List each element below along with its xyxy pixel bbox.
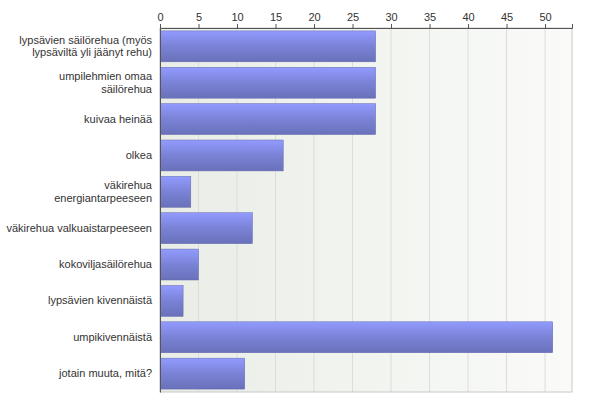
- x-axis-line: [161, 24, 573, 29]
- x-tick-mark: [160, 24, 161, 28]
- x-tick: 20: [308, 11, 320, 28]
- y-tick: väkirehuaenergiantarpeeseen: [54, 179, 160, 204]
- bar: [160, 358, 245, 389]
- x-tick: 45: [501, 11, 513, 28]
- x-tick: 40: [462, 11, 474, 28]
- plot-background: [160, 28, 572, 392]
- bars: [160, 31, 553, 389]
- x-tick-mark: [545, 24, 546, 28]
- y-tick: kokoviljasäilörehua: [59, 258, 160, 270]
- x-tick: 30: [385, 11, 397, 28]
- y-axis-line: [160, 29, 161, 393]
- x-tick-label: 50: [539, 11, 551, 23]
- x-tick-label: 35: [424, 11, 436, 23]
- plot: 0 5 10 15 20 25 30 35 40 45 50 lypsävien säilörehua…: [6, 11, 572, 393]
- y-tick-label: lypsävien säilörehua (myöslypsäviltä yli…: [19, 34, 152, 59]
- y-tick: väkirehua valkuaistarpeeseen: [6, 222, 160, 234]
- x-tick-label: 20: [308, 11, 320, 23]
- x-tick-mark: [276, 24, 277, 28]
- x-tick-mark: [353, 24, 354, 28]
- x-tick-mark: [507, 24, 508, 28]
- plot-frame: [160, 28, 572, 392]
- bar: [160, 31, 376, 62]
- x-tick-mark: [237, 24, 238, 28]
- x-tick-label: 25: [347, 11, 359, 23]
- y-tick-label: kuivaa heinää: [84, 113, 153, 125]
- x-tick-label: 45: [501, 11, 513, 23]
- x-tick: 15: [270, 11, 282, 28]
- x-tick-mark: [391, 24, 392, 28]
- y-tick: lypsävien kivennäistä: [48, 294, 160, 306]
- x-tick: 10: [231, 11, 243, 28]
- y-tick: umpikivennäistä: [73, 331, 160, 343]
- x-tick: 25: [347, 11, 359, 28]
- y-tick: lypsävien säilörehua (myöslypsäviltä yli…: [19, 34, 160, 59]
- y-tick: olkea: [126, 149, 160, 161]
- y-tick: jotain muuta, mitä?: [58, 367, 160, 379]
- y-tick-label: umpikivennäistä: [73, 331, 153, 343]
- x-tick: 35: [424, 11, 436, 28]
- bar: [160, 285, 183, 316]
- bar: [160, 213, 252, 244]
- y-tick: umpilehmien omaasäilörehua: [59, 70, 160, 95]
- y-axis: lypsävien säilörehua (myöslypsäviltä yli…: [6, 29, 160, 393]
- x-tick: 0: [157, 11, 163, 28]
- x-tick-label: 15: [270, 11, 282, 23]
- bar: [160, 249, 199, 280]
- bar: [160, 104, 376, 135]
- y-tick-label: lypsävien kivennäistä: [48, 294, 153, 306]
- x-tick: 50: [539, 11, 551, 28]
- x-tick-label: 30: [385, 11, 397, 23]
- y-tick-label: väkirehua valkuaistarpeeseen: [6, 222, 152, 234]
- bar: [160, 140, 283, 171]
- x-tick-label: 5: [196, 11, 202, 23]
- x-axis: 0 5 10 15 20 25 30 35 40 45 50: [157, 11, 572, 29]
- y-tick: kuivaa heinää: [84, 113, 160, 125]
- x-tick-mark: [314, 24, 315, 28]
- bar: [160, 67, 376, 98]
- y-tick-label: umpilehmien omaasäilörehua: [59, 70, 153, 95]
- bar: [160, 176, 191, 207]
- x-tick: 5: [196, 11, 202, 28]
- y-tick-label: jotain muuta, mitä?: [58, 367, 152, 379]
- y-tick-label: väkirehuaenergiantarpeeseen: [54, 179, 153, 204]
- x-tick-mark: [430, 24, 431, 28]
- y-tick-label: olkea: [126, 149, 153, 161]
- chart: 0 5 10 15 20 25 30 35 40 45 50 lypsävien säilörehua…: [0, 0, 598, 412]
- x-tick-label: 40: [462, 11, 474, 23]
- x-tick-mark: [468, 24, 469, 28]
- y-tick-label: kokoviljasäilörehua: [59, 258, 153, 270]
- x-tick-label: 10: [231, 11, 243, 23]
- x-tick-label: 0: [157, 11, 163, 23]
- bar: [160, 322, 553, 353]
- x-tick-mark: [199, 24, 200, 28]
